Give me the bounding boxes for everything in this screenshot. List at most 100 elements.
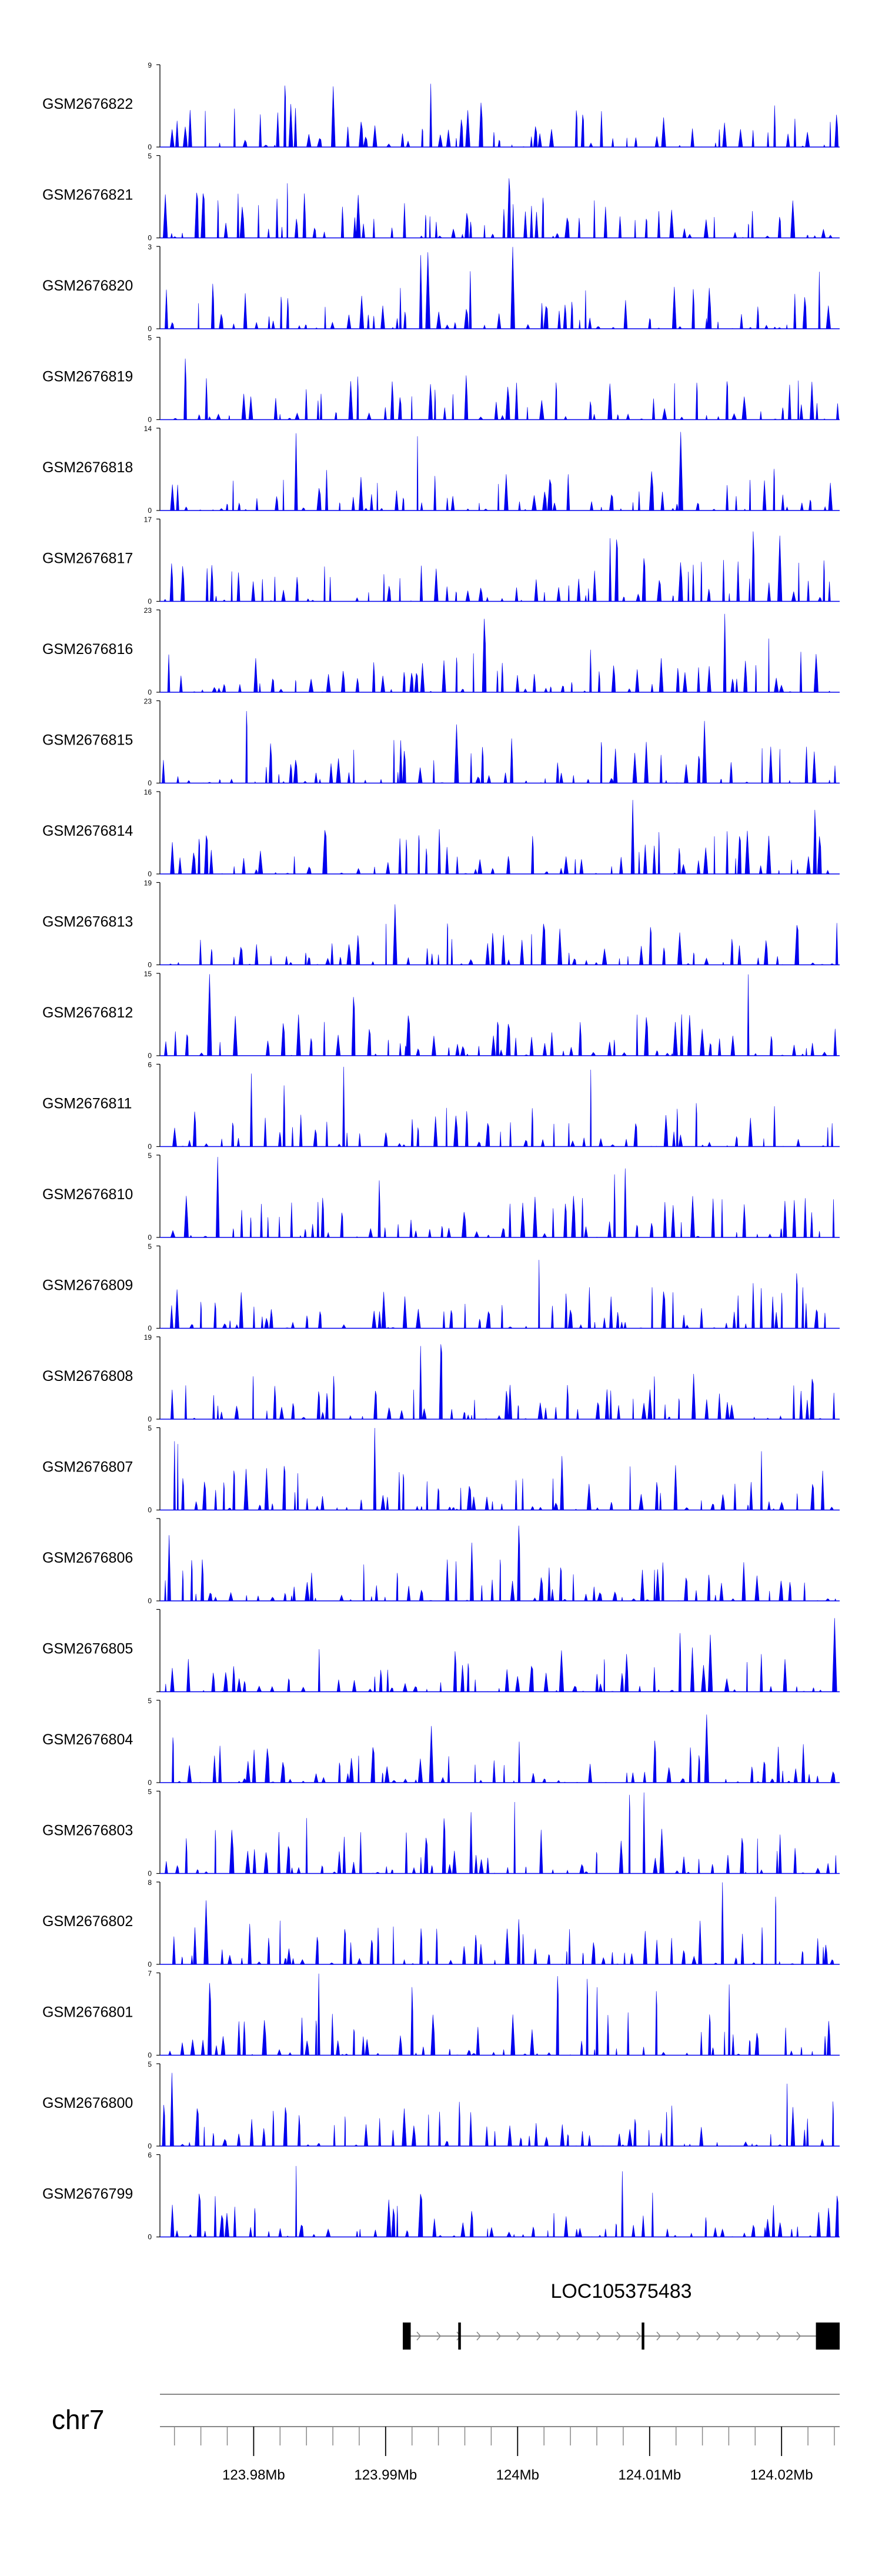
track-GSM2676810: GSM2676810 5 0	[42, 1152, 840, 1242]
y-min-label: 0	[148, 1778, 152, 1787]
exon-block	[403, 2323, 411, 2350]
track-label: GSM2676816	[42, 641, 133, 658]
y-min-label: 0	[148, 1870, 152, 1878]
track-label: GSM2676803	[42, 1823, 133, 1839]
track-GSM2676811: GSM2676811 6 0	[42, 1061, 840, 1151]
track-label: GSM2676818	[42, 459, 133, 476]
coverage-area	[160, 1618, 840, 1693]
y-min-label: 0	[148, 1415, 152, 1423]
axis-tick-label: 123.99Mb	[354, 2467, 417, 2483]
y-min-label: 0	[148, 234, 152, 242]
y-max-label: 17	[144, 516, 152, 524]
coverage-area	[160, 1525, 840, 1601]
y-min-label: 0	[148, 2142, 152, 2150]
chromosome-label: chr7	[52, 2404, 104, 2435]
track-label: GSM2676801	[42, 2004, 133, 2021]
track-label: GSM2676799	[42, 2186, 133, 2203]
track-label: GSM2676821	[42, 187, 133, 203]
y-min-label: 0	[148, 779, 152, 788]
track-label: GSM2676800	[42, 2095, 133, 2111]
coverage-area	[160, 432, 840, 511]
y-min-label: 0	[148, 870, 152, 878]
y-max-label: 9	[148, 61, 152, 69]
coverage-area	[160, 904, 840, 965]
y-max-label: 14	[144, 425, 152, 433]
axis-tick-label: 124Mb	[496, 2467, 539, 2483]
track-GSM2676801: GSM2676801 7 0	[42, 1970, 840, 2060]
track-label: GSM2676811	[42, 1096, 132, 1112]
track-label: GSM2676813	[42, 914, 133, 930]
coverage-area	[160, 2165, 840, 2237]
coverage-area	[160, 358, 840, 420]
track-GSM2676816: GSM2676816 23 0	[42, 606, 840, 696]
track-label: GSM2676808	[42, 1368, 133, 1384]
strand-arrow	[636, 2331, 642, 2341]
signal-tracks: GSM267682290GSM267682150GSM267682030GSM2…	[42, 61, 840, 2241]
track-GSM2676817: GSM2676817 17 0	[42, 516, 840, 606]
strand-arrow	[656, 2331, 662, 2341]
strand-arrow	[476, 2331, 482, 2341]
y-max-label: 5	[148, 1243, 152, 1251]
y-max-label: 5	[148, 1788, 152, 1796]
gene-name-label: LOC105375483	[550, 2280, 691, 2303]
coverage-area	[160, 1427, 840, 1510]
track-GSM2676809: GSM2676809 5 0	[42, 1243, 840, 1333]
coverage-area	[160, 1714, 840, 1783]
y-min-label: 0	[148, 143, 152, 151]
strand-arrow	[576, 2331, 582, 2341]
track-GSM2676814: GSM2676814 16 0	[42, 788, 840, 878]
coverage-area	[160, 710, 840, 783]
y-max-label: 6	[148, 1061, 152, 1069]
gene-annotation-track: LOC105375483	[403, 2280, 840, 2350]
y-max-label: 6	[148, 2151, 152, 2160]
track-label: GSM2676820	[42, 278, 133, 294]
strand-arrow	[556, 2331, 562, 2341]
y-min-label: 0	[148, 1052, 152, 1060]
track-GSM2676806: GSM2676806 0	[42, 1518, 840, 1605]
track-label: GSM2676804	[42, 1731, 133, 1748]
y-max-label: 5	[148, 334, 152, 342]
track-GSM2676819: GSM2676819 5 0	[42, 334, 840, 424]
y-min-label: 0	[148, 1143, 152, 1151]
y-min-label: 0	[148, 1233, 152, 1242]
coverage-area	[160, 974, 840, 1056]
track-GSM2676805: GSM2676805	[42, 1609, 840, 1693]
strand-arrow	[596, 2331, 602, 2341]
coverage-area	[160, 1344, 840, 1420]
track-GSM2676807: GSM2676807 5 0	[42, 1424, 840, 1514]
coverage-area	[160, 1260, 840, 1329]
track-label: GSM2676822	[42, 96, 133, 112]
strand-arrow	[496, 2331, 502, 2341]
track-GSM2676821: GSM2676821 5 0	[42, 152, 840, 242]
y-min-label: 0	[148, 2051, 152, 2060]
track-GSM2676812: GSM2676812 15 0	[42, 970, 840, 1060]
y-max-label: 5	[148, 2060, 152, 2068]
track-GSM2676799: GSM2676799 6 0	[42, 2151, 840, 2241]
axis-tick-label: 124.02Mb	[750, 2467, 813, 2483]
y-min-label: 0	[148, 2233, 152, 2241]
track-GSM2676802: GSM2676802 8 0	[42, 1878, 840, 1968]
strand-arrow	[796, 2331, 801, 2341]
coverage-area	[160, 1066, 840, 1147]
y-max-label: 5	[148, 1424, 152, 1433]
track-GSM2676803: GSM2676803 5 0	[42, 1788, 840, 1878]
strand-arrow	[536, 2331, 542, 2341]
coverage-area	[160, 613, 840, 693]
track-label: GSM2676806	[42, 1550, 133, 1566]
exon-block	[458, 2323, 461, 2350]
coverage-area	[160, 178, 840, 238]
y-min-label: 0	[148, 1324, 152, 1333]
strand-arrow	[716, 2331, 721, 2341]
track-label: GSM2676807	[42, 1459, 133, 1476]
y-min-label: 0	[148, 598, 152, 606]
track-label: GSM2676814	[42, 823, 133, 839]
y-min-label: 0	[148, 506, 152, 515]
track-label: GSM2676809	[42, 1277, 133, 1294]
strand-arrow	[616, 2331, 622, 2341]
y-min-label: 0	[148, 1506, 152, 1514]
coverage-area	[160, 800, 840, 875]
track-label: GSM2676802	[42, 1913, 133, 1930]
exon-block	[816, 2323, 840, 2350]
track-GSM2676820: GSM2676820 3 0	[42, 243, 840, 333]
